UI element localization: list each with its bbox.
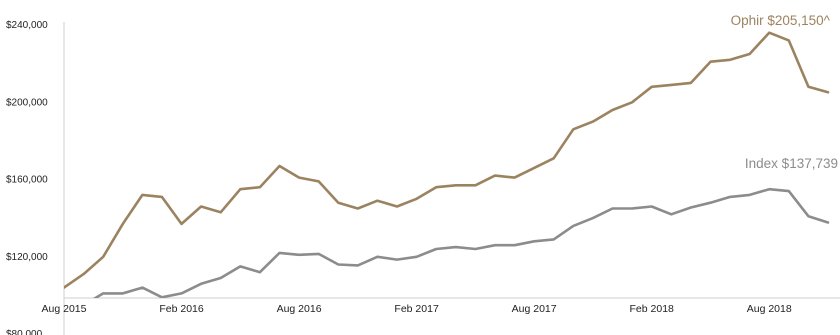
y-tick-label: $240,000	[6, 20, 48, 31]
y-tick-label: $80,000	[6, 329, 43, 335]
y-tick-label: $160,000	[6, 175, 48, 186]
x-tick-label: Aug 2017	[512, 303, 557, 315]
x-tick-label: Feb 2017	[394, 303, 439, 315]
x-tick-label: Feb 2018	[630, 303, 675, 315]
y-axis-ticks: $240,000 $200,000 $160,000 $120,000 $80,000	[6, 20, 48, 335]
x-tick-label: Feb 2016	[159, 303, 204, 315]
y-tick-label: $200,000	[6, 97, 48, 108]
series-end-label-ophir: Ophir $205,150^	[731, 13, 831, 28]
y-tick-label: $120,000	[6, 252, 48, 263]
series-end-label-index: Index $137,739	[745, 156, 838, 171]
x-axis-ticks: Aug 2015 Feb 2016 Aug 2016 Feb 2017 Aug 2017…	[42, 303, 792, 315]
chart-axes	[63, 22, 840, 335]
series-line-index	[92, 187, 830, 298]
x-tick-label: Aug 2018	[747, 303, 792, 315]
series-end-labels: Ophir $205,150^ Index $137,739	[731, 13, 838, 171]
chart-series	[64, 31, 830, 298]
series-line-ophir	[64, 31, 830, 289]
x-tick-label: Aug 2016	[277, 303, 322, 315]
x-tick-label: Aug 2015	[42, 303, 87, 315]
